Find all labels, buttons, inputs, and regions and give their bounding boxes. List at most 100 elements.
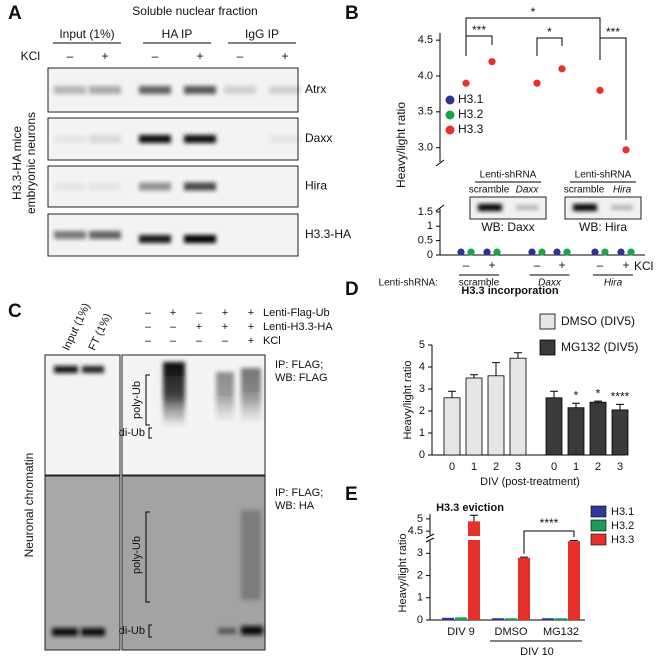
y-tick-label: 0 [427, 249, 433, 261]
side-label: H3.3-HA mice [10, 126, 24, 200]
x-tick-label: 1 [471, 461, 477, 473]
inset-band [573, 204, 597, 211]
band-label: di-Ub [119, 625, 145, 637]
inset-blot [469, 196, 547, 220]
x-tick-label: – [463, 258, 470, 272]
side-label: Neuronal chromatin [22, 453, 36, 558]
bar [443, 397, 461, 456]
legend-swatch [539, 313, 556, 330]
data-point [528, 248, 536, 256]
bracket [145, 374, 150, 426]
band-label: poly-Ub [131, 536, 143, 574]
inset-lane: scramble [469, 185, 510, 196]
blot-band [139, 182, 171, 191]
y-tick-label: 3 [417, 547, 423, 559]
blot-bands [52, 362, 263, 636]
data-point [483, 248, 491, 256]
blot-band [54, 86, 86, 94]
lane-sign: + [222, 307, 228, 319]
blot-label: Hira [305, 179, 327, 193]
inset-title: Lenti-shRNA [480, 170, 537, 181]
legend-label: H3.2 [611, 520, 634, 532]
blot [44, 354, 121, 476]
blot-label: WB: FLAG [275, 372, 328, 384]
bar [468, 540, 480, 620]
y-axis-label: Heavy/light ratio [397, 534, 409, 613]
bar [505, 618, 517, 620]
data-point [462, 79, 470, 87]
x-tick-label: + [558, 258, 565, 272]
legend-label: DMSO (DIV5) [561, 314, 635, 328]
significance-label: *** [472, 23, 486, 37]
legend-label: H3.3 [458, 122, 484, 136]
x-tick-label: 2 [493, 461, 499, 473]
blot-band [89, 231, 121, 239]
y-axis-label: Heavy/light ratio [402, 361, 414, 440]
blot-band [54, 182, 86, 191]
chart-title: H3.3 incorporation [461, 285, 558, 297]
data-point [538, 248, 546, 256]
lane-sign: + [248, 321, 254, 333]
x-tick-label: DIV 9 [447, 626, 475, 638]
kcl-label: KCl [21, 49, 40, 63]
lane-sign: – [222, 335, 229, 347]
y-tick-label: 3.0 [418, 142, 433, 154]
lane-sign: – [145, 321, 152, 333]
panel-label: C [8, 301, 22, 322]
blot-band [89, 135, 121, 143]
group-label: Daxx [538, 278, 562, 289]
bar [555, 618, 567, 620]
inset-band [478, 204, 502, 211]
significance-label: *** [606, 25, 620, 39]
data-point [558, 65, 566, 73]
y-tick-label: 3 [419, 383, 425, 395]
error-bar [514, 352, 522, 359]
blot-label: H3.3-HA [305, 227, 351, 241]
blot-band [139, 235, 171, 243]
bar [492, 618, 504, 620]
axis-break [435, 204, 445, 212]
lane-sign: + [101, 49, 108, 63]
legend-swatch [590, 505, 607, 518]
x-tick-label: MG132 [543, 626, 579, 638]
lane-sign: – [196, 335, 203, 347]
y-tick-label: 4.5 [418, 34, 433, 46]
chart-title: H3.3 eviction [436, 502, 504, 514]
blot-band [54, 135, 86, 143]
blot-label: Daxx [305, 131, 332, 145]
column-header: IgG IP [245, 27, 279, 41]
data-point [488, 58, 496, 66]
inset-caption: WB: Hira [579, 220, 627, 234]
data-point [596, 86, 604, 94]
legend-label: H3.1 [458, 92, 484, 106]
y-tick-label: 4.5 [408, 525, 423, 537]
legend-swatch [445, 125, 455, 135]
error-bar [570, 539, 578, 542]
inset-lane: Daxx [516, 185, 540, 196]
significance-label: * [574, 388, 579, 402]
lane-row-label: Lenti-Flag-Ub [263, 307, 330, 319]
lane-sign: – [170, 335, 177, 347]
bar [465, 377, 483, 456]
bar [589, 401, 607, 456]
y-tick-label: 1 [427, 220, 433, 232]
x-axis-label: DIV (post-treatment) [480, 476, 580, 488]
y-tick-label: 0 [419, 449, 425, 461]
y-tick-label: 0.5 [418, 235, 433, 247]
significance-label: * [596, 386, 601, 400]
group-label: Hira [604, 278, 623, 289]
band-label: poly-Ub [131, 381, 143, 419]
lane-sign: + [248, 307, 254, 319]
group-label: scramble [459, 278, 500, 289]
inset-caption: WB: Daxx [481, 220, 534, 234]
axis-break [435, 159, 445, 167]
legend-label: H3.1 [611, 506, 634, 518]
significance-bracket [599, 37, 627, 140]
significance-label: **** [540, 516, 559, 530]
lane-row-label: Lenti-H3.3-HA [263, 321, 333, 333]
data-point [457, 248, 465, 256]
x-tick-label: 2 [595, 461, 601, 473]
data-point [533, 79, 541, 87]
x-tick-label: + [488, 258, 495, 272]
lane-sign: – [67, 49, 74, 63]
